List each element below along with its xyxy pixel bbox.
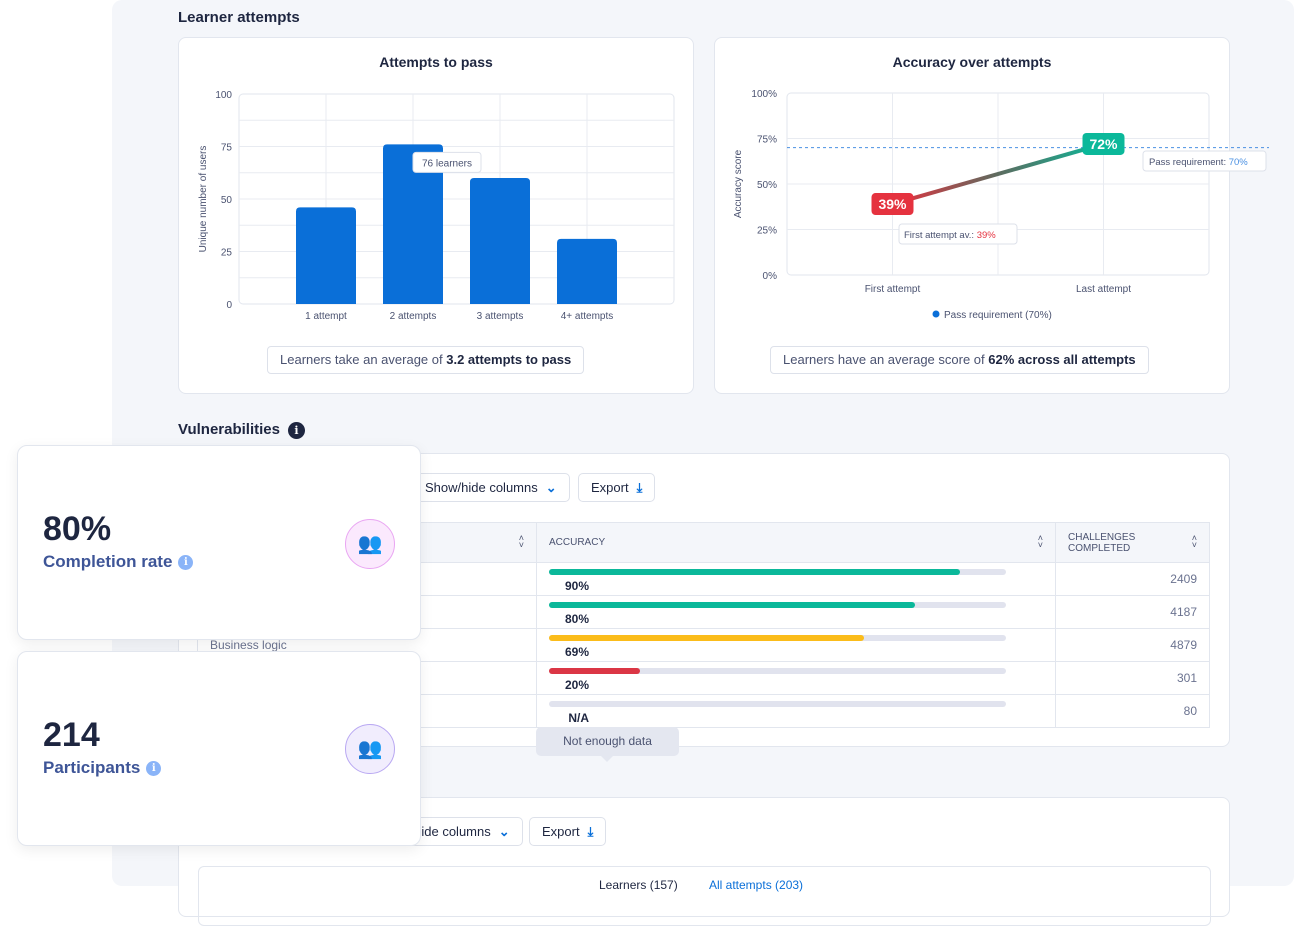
accuracy-line (890, 141, 1106, 207)
stat-label: Participants i (43, 758, 162, 778)
learners-table: Learners (157) All attempts (203) (198, 866, 1211, 926)
tab-learners[interactable]: Learners (157) (599, 878, 678, 892)
point-label-box (871, 193, 914, 216)
info-icon[interactable]: i (287, 422, 305, 439)
accuracy-value: 90% (564, 579, 589, 594)
y-tick-label: 100 (215, 90, 232, 101)
accuracy-bar (549, 602, 1006, 609)
x-tick-label: 3 attempts (477, 311, 524, 322)
accuracy-value: N/A (568, 711, 589, 726)
accuracy-cell: 90% (536, 562, 1056, 596)
accuracy-fill (549, 569, 961, 576)
bar (557, 238, 617, 304)
bar (296, 207, 356, 304)
accuracy-cell: 80% (536, 595, 1056, 629)
accuracy-value: 69% (564, 645, 589, 660)
export-button[interactable]: Export ⤓ (529, 817, 607, 846)
table-row[interactable]: N/A 80 (197, 694, 1210, 728)
challenges-completed: 4879 (1055, 628, 1210, 662)
point-label: 39% (878, 196, 907, 212)
sort-icon[interactable]: ˄ ˅ (518, 533, 524, 550)
accuracy-bar (549, 701, 1006, 708)
sort-icon[interactable]: ˄ ˅ (1037, 533, 1043, 550)
chart-title: Attempts to pass (379, 54, 493, 70)
y-tick-label: 50 (221, 195, 233, 206)
y-tick-label: 100% (751, 89, 777, 100)
accuracy-cell: 69% (536, 628, 1056, 662)
accuracy-line-chart: 0% 25% 50% 75% 100% Accuracy score First attem… (733, 89, 1269, 321)
show-hide-columns-button[interactable]: Show/hide columns ⌄ (412, 473, 570, 502)
x-tick-label: 2 attempts (390, 311, 437, 322)
challenges-completed: 80 (1055, 694, 1210, 728)
bar (470, 178, 530, 304)
y-tick-label: 0% (763, 271, 778, 282)
chevron-down-icon: ⌄ (545, 480, 557, 495)
users-icon: 👥 (345, 724, 395, 774)
vulnerabilities-heading: Vulnerabilities i (178, 421, 305, 439)
y-axis-label: Accuracy score (733, 149, 744, 218)
accuracy-cell: 20% (536, 661, 1056, 695)
bar (383, 144, 443, 304)
participants-card: 214 Participants i 👥 (17, 651, 421, 846)
x-tick-label: First attempt (865, 284, 921, 295)
pass-label-box (1142, 150, 1267, 172)
stat-value: 80% (43, 510, 112, 548)
accuracy-bar (549, 569, 1006, 576)
column-header-accuracy[interactable]: ACCURACY ˄ ˅ (536, 522, 1056, 563)
challenges-completed: 2409 (1055, 562, 1210, 596)
accuracy-summary: Learners have an average score of 62% ac… (770, 346, 1149, 374)
legend-label: Pass requirement (70%) (944, 310, 1052, 321)
accuracy-fill (549, 635, 865, 642)
accuracy-value: 20% (564, 678, 589, 693)
x-tick-label: 4+ attempts (561, 311, 614, 322)
x-tick-label: Last attempt (1076, 284, 1131, 295)
attempts-bar-chart: 0 25 50 75 100 Unique number of users 1 attemp… (198, 90, 675, 322)
attempts-chart-card: Attempts to pass 0 25 50 75 100 Unique number… (178, 37, 694, 394)
accuracy-fill (549, 668, 641, 675)
challenges-completed: 301 (1055, 661, 1210, 695)
attempts-summary: Learners take an average of 3.2 attempts… (267, 346, 585, 374)
stat-value: 214 (43, 716, 100, 754)
point-label-box (1082, 132, 1125, 155)
accuracy-bar (549, 668, 1006, 675)
y-axis-label: Unique number of users (198, 146, 209, 253)
column-header-challenges[interactable]: CHALLENGES COMPLETED ˄ ˅ (1055, 522, 1210, 563)
completion-rate-card: 80% Completion rate i 👥 (17, 445, 421, 640)
y-tick-label: 25 (221, 248, 233, 259)
chevron-down-icon: ⌄ (498, 824, 510, 839)
y-tick-label: 50% (757, 180, 777, 191)
first-attempt-label: First attempt av.: 39% (904, 230, 996, 241)
y-tick-label: 25% (757, 226, 777, 237)
legend-dot (932, 310, 940, 318)
pass-requirement-label: Pass requirement: 70% (1149, 157, 1248, 168)
y-tick-label: 75% (757, 135, 777, 146)
accuracy-fill (549, 602, 915, 609)
info-icon[interactable]: i (146, 761, 162, 776)
point-label: 72% (1089, 136, 1118, 152)
not-enough-data-tooltip: Not enough data (536, 727, 679, 762)
y-tick-label: 0 (226, 300, 232, 311)
y-tick-label: 75 (221, 143, 233, 154)
export-button[interactable]: Export ⤓ (578, 473, 656, 502)
accuracy-value: 80% (564, 612, 589, 627)
users-icon: 👥 (345, 519, 395, 569)
x-tick-label: 1 attempt (305, 311, 347, 322)
tab-all-attempts[interactable]: All attempts (203) (709, 878, 804, 892)
challenges-completed: 4187 (1055, 595, 1210, 629)
learner-attempts-heading: Learner attempts (178, 9, 300, 26)
accuracy-bar (549, 635, 1006, 642)
info-icon[interactable]: i (178, 555, 194, 570)
accuracy-cell: N/A (536, 694, 1056, 728)
stat-label: Completion rate i (43, 552, 194, 572)
download-icon: ⤓ (636, 480, 643, 495)
tooltip-text: 76 learners (422, 158, 472, 169)
chart-title: Accuracy over attempts (892, 54, 1052, 70)
tooltip-box (412, 151, 482, 173)
sort-icon[interactable]: ˄ ˅ (1191, 533, 1197, 550)
first-attempt-label-box (898, 223, 1018, 245)
download-icon: ⤓ (587, 824, 594, 839)
